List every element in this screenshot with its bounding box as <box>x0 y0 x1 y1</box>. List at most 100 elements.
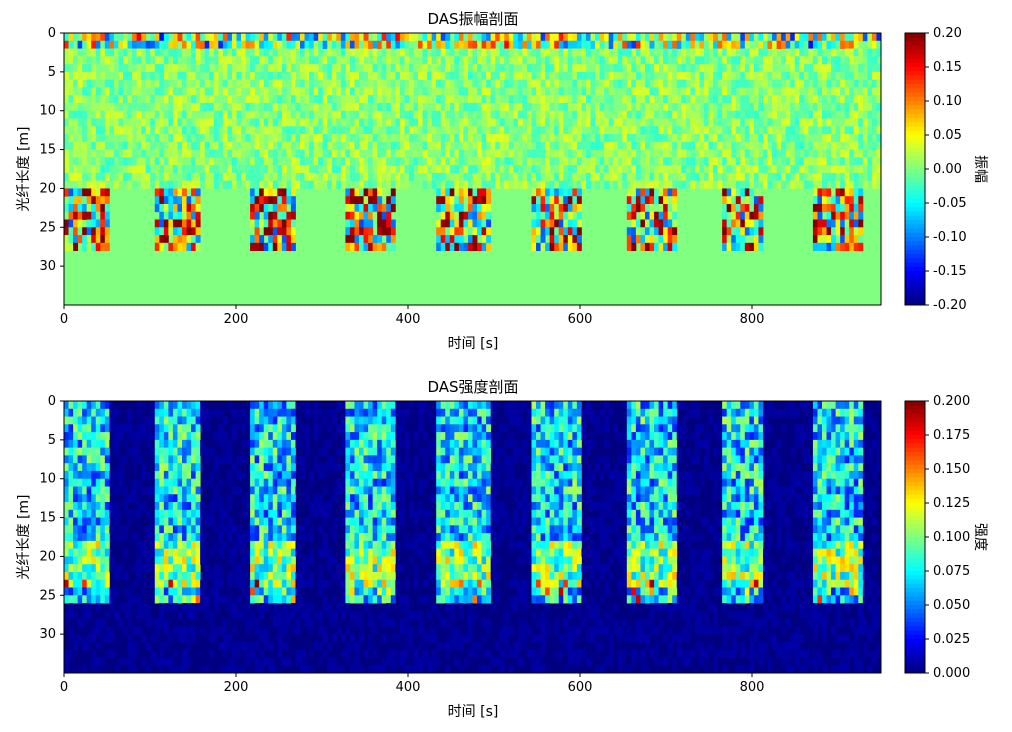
heatmap-cell <box>413 102 419 112</box>
heatmap-cell <box>658 188 664 197</box>
heatmap-cell <box>399 110 405 119</box>
heatmap-cell <box>844 141 850 150</box>
heatmap-cell <box>186 463 192 472</box>
heatmap-cell <box>722 196 728 205</box>
heatmap-cell <box>218 432 224 441</box>
heatmap-cell <box>259 579 265 588</box>
heatmap-cell <box>82 33 88 42</box>
heatmap-cell <box>858 196 864 205</box>
heatmap-cell <box>517 87 523 96</box>
heatmap-cell <box>191 71 197 81</box>
heatmap-cell <box>272 548 278 557</box>
heatmap-cell <box>245 48 251 57</box>
heatmap-cell <box>204 172 210 182</box>
heatmap-cell <box>64 416 69 425</box>
heatmap-cell <box>681 87 687 96</box>
heatmap-cell <box>259 665 265 674</box>
heatmap-cell <box>449 110 455 119</box>
heatmap-cell <box>431 48 437 57</box>
heatmap-cell <box>467 172 473 182</box>
heatmap-cell <box>481 64 487 73</box>
heatmap-cell <box>631 33 637 42</box>
heatmap-cell <box>649 56 655 65</box>
heatmap-cell <box>585 165 591 174</box>
heatmap-cell <box>277 401 283 410</box>
heatmap-cell <box>567 56 573 65</box>
heatmap-cell <box>422 134 428 143</box>
heatmap-cell <box>758 95 764 104</box>
heatmap-cell <box>831 64 837 73</box>
heatmap-cell <box>250 172 256 182</box>
heatmap-cell <box>172 180 178 189</box>
heatmap-cell <box>159 408 165 417</box>
heatmap-cell <box>209 110 215 119</box>
heatmap-cell <box>431 172 437 182</box>
heatmap-cell <box>86 408 92 417</box>
heatmap-cell <box>236 87 242 96</box>
y-tick-label: 15 <box>39 143 56 158</box>
heatmap-cell <box>585 149 591 158</box>
heatmap-cell <box>649 172 655 182</box>
heatmap-cell <box>177 134 183 143</box>
heatmap-cell <box>436 196 442 205</box>
heatmap-cell <box>386 165 392 174</box>
heatmap-cell <box>436 95 442 104</box>
heatmap-cell <box>195 587 201 596</box>
heatmap-cell <box>331 110 337 119</box>
heatmap-cell <box>372 149 378 158</box>
heatmap-cell <box>340 157 346 166</box>
heatmap-cell <box>844 203 850 213</box>
heatmap-cell <box>762 126 768 135</box>
heatmap-cell <box>95 463 101 472</box>
heatmap-cell <box>467 110 473 119</box>
heatmap-cell <box>694 165 700 174</box>
heatmap-cell <box>100 533 106 542</box>
heatmap-cell <box>654 56 659 65</box>
heatmap-cell <box>644 102 650 112</box>
heatmap-cell <box>835 141 841 150</box>
heatmap-cell <box>531 110 537 119</box>
heatmap-cell <box>222 110 228 119</box>
heatmap-cell <box>626 71 632 81</box>
heatmap-cell <box>377 102 383 112</box>
heatmap-cell <box>127 102 133 112</box>
heatmap-cell <box>572 40 578 49</box>
heatmap-cell <box>753 71 759 81</box>
heatmap-cell <box>858 180 864 189</box>
heatmap-cell <box>458 95 464 104</box>
heatmap-cell <box>626 141 632 150</box>
heatmap-cell <box>508 165 514 174</box>
heatmap-cell <box>463 33 469 42</box>
heatmap-cell <box>141 149 147 158</box>
heatmap-cell <box>141 48 147 57</box>
heatmap-cell <box>363 33 369 42</box>
heatmap-cell <box>204 517 210 526</box>
heatmap-cell <box>372 71 378 81</box>
heatmap-cell <box>554 157 560 166</box>
heatmap-cell <box>418 157 423 166</box>
heatmap-cell <box>776 180 782 189</box>
heatmap-cell <box>858 33 864 42</box>
heatmap-cell <box>222 641 228 651</box>
heatmap-cell <box>191 126 197 135</box>
heatmap-cell <box>676 126 682 135</box>
heatmap-cell <box>690 118 696 127</box>
heatmap-cell <box>277 618 283 627</box>
heatmap-cell <box>395 33 401 42</box>
heatmap-cell <box>168 525 174 534</box>
heatmap-cell <box>195 408 201 417</box>
heatmap-cell <box>454 165 460 174</box>
heatmap-cell <box>186 110 192 119</box>
heatmap-cell <box>195 424 201 433</box>
heatmap-cell <box>245 603 251 612</box>
heatmap-cell <box>286 33 292 42</box>
heatmap-cell <box>781 157 787 166</box>
heatmap-cell <box>844 126 850 135</box>
heatmap-cell <box>100 587 106 596</box>
heatmap-cell <box>835 71 841 81</box>
heatmap-cell <box>604 126 610 135</box>
heatmap-cell <box>536 79 541 88</box>
heatmap-cell <box>159 134 165 143</box>
colorbar-segment <box>905 152 925 157</box>
heatmap-cell <box>826 188 832 197</box>
